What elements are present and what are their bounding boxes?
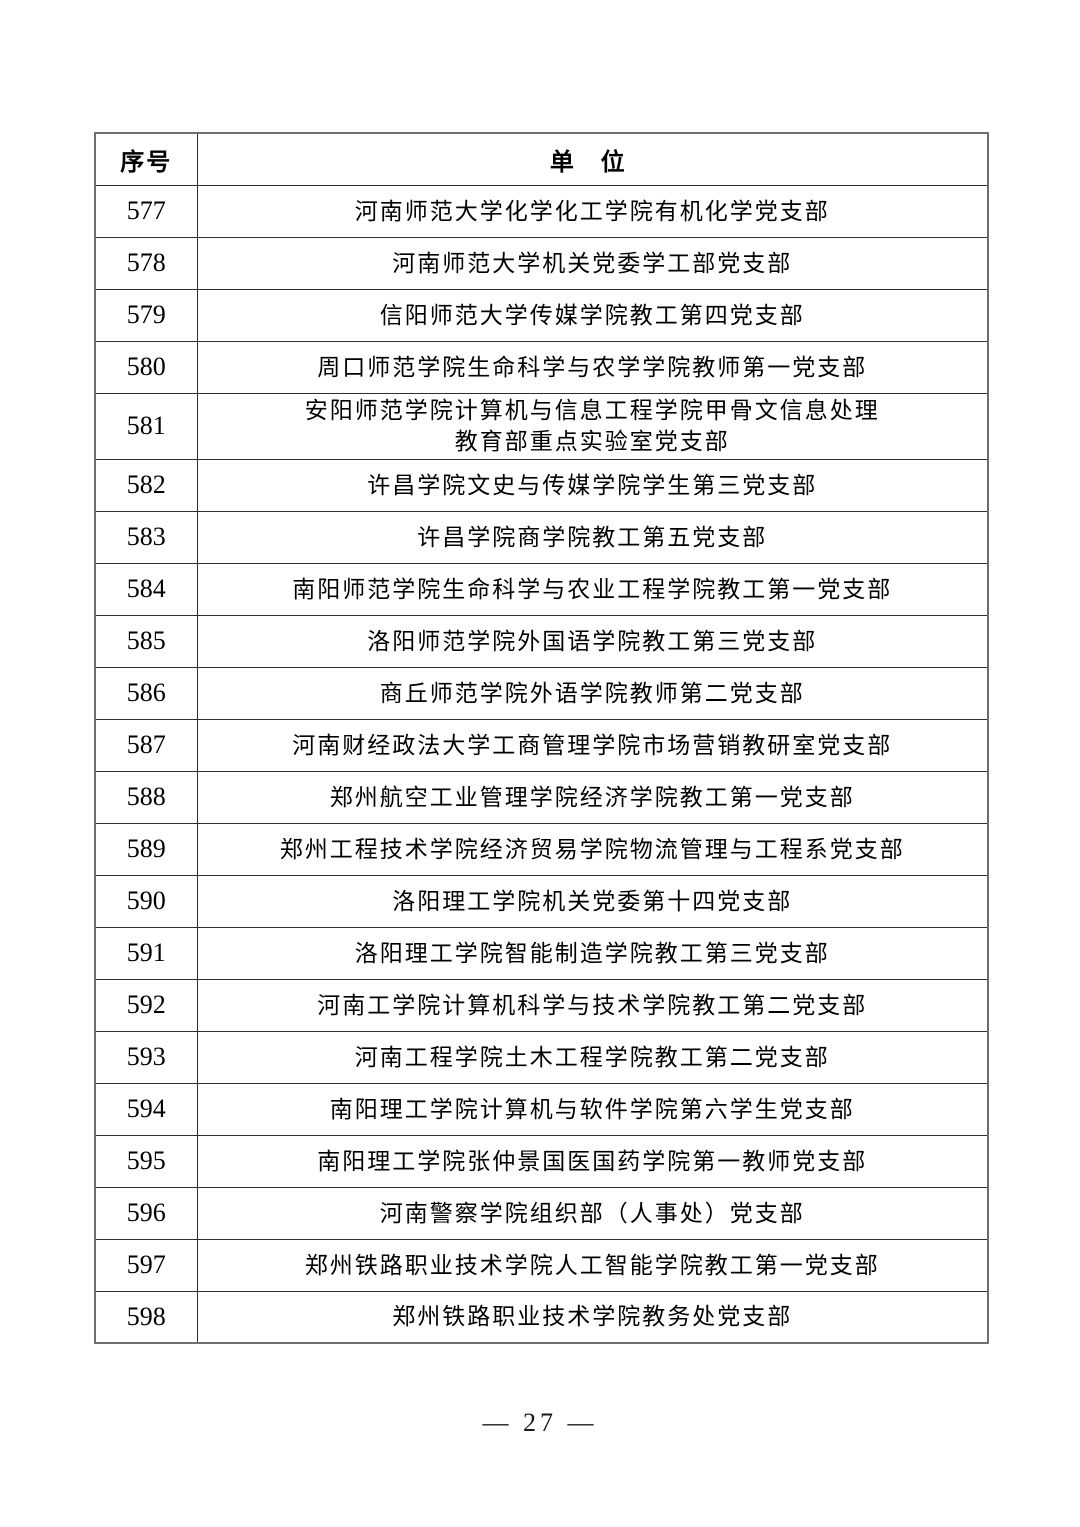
table-row: 578 河南师范大学机关党委学工部党支部 xyxy=(94,236,989,290)
row-unit-name: 南阳理工学院张仲景国医国药学院第一教师党支部 xyxy=(196,1134,989,1188)
row-index: 591 xyxy=(94,926,198,980)
row-unit-name: 河南警察学院组织部（人事处）党支部 xyxy=(196,1186,989,1240)
row-unit-name: 郑州航空工业管理学院经济学院教工第一党支部 xyxy=(196,770,989,824)
table-row: 577 河南师范大学化学化工学院有机化学党支部 xyxy=(94,184,989,238)
table-row: 596 河南警察学院组织部（人事处）党支部 xyxy=(94,1186,989,1240)
row-unit-name: 郑州铁路职业技术学院人工智能学院教工第一党支部 xyxy=(196,1238,989,1292)
row-unit-name: 南阳师范学院生命科学与农业工程学院教工第一党支部 xyxy=(196,562,989,616)
row-index: 582 xyxy=(94,458,198,512)
row-index: 586 xyxy=(94,666,198,720)
table-row: 589 郑州工程技术学院经济贸易学院物流管理与工程系党支部 xyxy=(94,822,989,876)
row-unit-name: 河南工学院计算机科学与技术学院教工第二党支部 xyxy=(196,978,989,1032)
page-number: — 27 — xyxy=(482,1408,598,1437)
unit-list-table: 序号 单 位 577 河南师范大学化学化工学院有机化学党支部 578 河南师范大学机关… xyxy=(94,132,989,1344)
table-row: 585 洛阳师范学院外国语学院教工第三党支部 xyxy=(94,614,989,668)
table-body: 577 河南师范大学化学化工学院有机化学党支部 578 河南师范大学机关党委学工部党支… xyxy=(94,184,989,1344)
table-row: 580 周口师范学院生命科学与农学学院教师第一党支部 xyxy=(94,340,989,394)
row-index: 596 xyxy=(94,1186,198,1240)
row-index: 585 xyxy=(94,614,198,668)
row-index: 578 xyxy=(94,236,198,290)
row-unit-name: 郑州工程技术学院经济贸易学院物流管理与工程系党支部 xyxy=(196,822,989,876)
row-unit-name: 商丘师范学院外语学院教师第二党支部 xyxy=(196,666,989,720)
table-row: 593 河南工程学院土木工程学院教工第二党支部 xyxy=(94,1030,989,1084)
row-unit-name: 河南工程学院土木工程学院教工第二党支部 xyxy=(196,1030,989,1084)
row-index: 597 xyxy=(94,1238,198,1292)
row-index: 579 xyxy=(94,288,198,342)
row-unit-name: 河南师范大学化学化工学院有机化学党支部 xyxy=(196,184,989,238)
row-index: 587 xyxy=(94,718,198,772)
table-row: 591 洛阳理工学院智能制造学院教工第三党支部 xyxy=(94,926,989,980)
table-row: 595 南阳理工学院张仲景国医国药学院第一教师党支部 xyxy=(94,1134,989,1188)
column-header-unit: 单 位 xyxy=(196,132,989,186)
row-unit-name: 安阳师范学院计算机与信息工程学院甲骨文信息处理 教育部重点实验室党支部 xyxy=(196,392,989,460)
row-unit-name: 洛阳理工学院智能制造学院教工第三党支部 xyxy=(196,926,989,980)
table-row: 594 南阳理工学院计算机与软件学院第六学生党支部 xyxy=(94,1082,989,1136)
row-index: 595 xyxy=(94,1134,198,1188)
row-unit-name: 郑州铁路职业技术学院教务处党支部 xyxy=(196,1290,989,1344)
row-index: 583 xyxy=(94,510,198,564)
row-unit-name: 洛阳理工学院机关党委第十四党支部 xyxy=(196,874,989,928)
row-index: 589 xyxy=(94,822,198,876)
row-index: 577 xyxy=(94,184,198,238)
table-row: 583 许昌学院商学院教工第五党支部 xyxy=(94,510,989,564)
row-unit-name: 河南师范大学机关党委学工部党支部 xyxy=(196,236,989,290)
row-index: 594 xyxy=(94,1082,198,1136)
column-header-index: 序号 xyxy=(94,132,198,186)
row-unit-name: 信阳师范大学传媒学院教工第四党支部 xyxy=(196,288,989,342)
table-row: 582 许昌学院文史与传媒学院学生第三党支部 xyxy=(94,458,989,512)
table-row: 581 安阳师范学院计算机与信息工程学院甲骨文信息处理 教育部重点实验室党支部 xyxy=(94,392,989,460)
row-unit-name: 许昌学院文史与传媒学院学生第三党支部 xyxy=(196,458,989,512)
table-row: 586 商丘师范学院外语学院教师第二党支部 xyxy=(94,666,989,720)
row-unit-name: 南阳理工学院计算机与软件学院第六学生党支部 xyxy=(196,1082,989,1136)
table-header-row: 序号 单 位 xyxy=(94,132,989,186)
row-index: 590 xyxy=(94,874,198,928)
table-row: 588 郑州航空工业管理学院经济学院教工第一党支部 xyxy=(94,770,989,824)
unit-list-table-container: 序号 单 位 577 河南师范大学化学化工学院有机化学党支部 578 河南师范大学机关… xyxy=(94,132,989,1344)
row-unit-name: 洛阳师范学院外国语学院教工第三党支部 xyxy=(196,614,989,668)
row-index: 580 xyxy=(94,340,198,394)
table-row: 579 信阳师范大学传媒学院教工第四党支部 xyxy=(94,288,989,342)
row-index: 598 xyxy=(94,1290,198,1344)
table-row: 587 河南财经政法大学工商管理学院市场营销教研室党支部 xyxy=(94,718,989,772)
table-row: 590 洛阳理工学院机关党委第十四党支部 xyxy=(94,874,989,928)
row-unit-name: 许昌学院商学院教工第五党支部 xyxy=(196,510,989,564)
table-row: 584 南阳师范学院生命科学与农业工程学院教工第一党支部 xyxy=(94,562,989,616)
row-index: 584 xyxy=(94,562,198,616)
row-unit-name: 河南财经政法大学工商管理学院市场营销教研室党支部 xyxy=(196,718,989,772)
table-row: 592 河南工学院计算机科学与技术学院教工第二党支部 xyxy=(94,978,989,1032)
table-row: 598 郑州铁路职业技术学院教务处党支部 xyxy=(94,1290,989,1344)
row-index: 593 xyxy=(94,1030,198,1084)
row-unit-name: 周口师范学院生命科学与农学学院教师第一党支部 xyxy=(196,340,989,394)
row-index: 588 xyxy=(94,770,198,824)
table-row: 597 郑州铁路职业技术学院人工智能学院教工第一党支部 xyxy=(94,1238,989,1292)
row-index: 581 xyxy=(94,392,198,460)
row-index: 592 xyxy=(94,978,198,1032)
